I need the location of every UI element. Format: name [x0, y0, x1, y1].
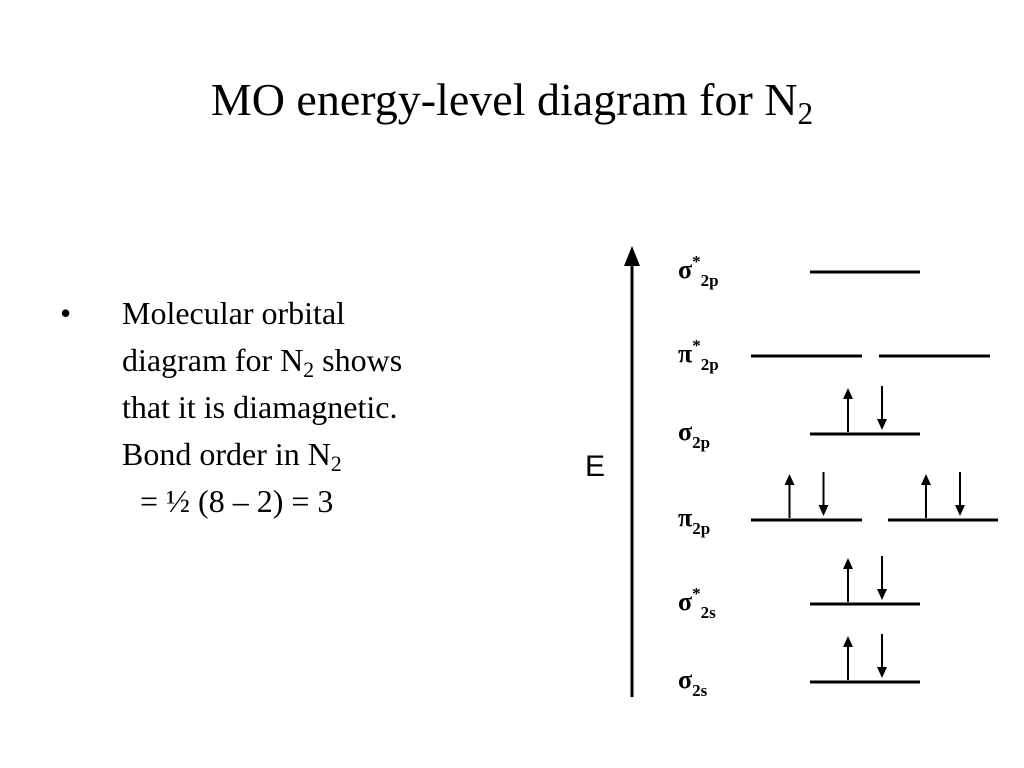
orbital-star: * — [692, 252, 701, 271]
title-text: MO energy-level diagram for N — [210, 74, 798, 125]
bullet-mark: • — [60, 295, 72, 331]
bond-order-label-sub: 2 — [330, 452, 342, 477]
spin-down-arrow — [877, 386, 887, 430]
spin-down-arrow — [818, 472, 829, 516]
bullet-line-1: Molecular orbital — [122, 295, 346, 331]
orbital-symbol: σ — [678, 587, 692, 616]
spin-up-arrow — [843, 558, 853, 602]
spin-up-arrow — [843, 636, 853, 680]
bond-order-equation: = ½ (8 – 2) = 3 — [140, 483, 334, 519]
orbital-subscript: 2p — [692, 433, 710, 452]
orbital-subscript: 2s — [701, 603, 717, 622]
orbital-label-sigma-star-2s: σ*2s — [678, 584, 716, 622]
energy-axis-label: E — [585, 450, 605, 483]
orbital-label-sigma-2s: σ2s — [678, 665, 708, 700]
title-subscript: 2 — [797, 95, 814, 131]
orbital-label-sigma-star-2p: σ*2p — [678, 252, 719, 290]
bullet-line-2: diagram for N2 shows — [122, 337, 482, 384]
bond-order-label: Bond order in N2 — [60, 431, 540, 478]
spin-down-arrow — [877, 634, 887, 678]
orbital-star: * — [692, 336, 701, 355]
page-title: MO energy-level diagram for N2 — [0, 70, 1024, 130]
spin-up-arrow — [784, 474, 795, 518]
orbital-subscript: 2p — [701, 355, 719, 374]
bullet-text: Molecular orbital diagram for N2 shows t… — [122, 290, 482, 431]
orbital-symbol: σ — [678, 665, 692, 694]
spin-up-arrow — [843, 388, 853, 432]
orbital-symbol: π — [678, 339, 692, 368]
orbital-label-pi-star-2p: π*2p — [678, 336, 719, 374]
bullet-list: • Molecular orbital diagram for N2 shows… — [60, 290, 540, 525]
bullet-line-2-post: shows — [314, 342, 403, 378]
orbital-label-sigma-2p: σ2p — [678, 417, 710, 452]
orbital-subscript: 2s — [692, 681, 708, 700]
energy-axis-arrowhead — [624, 246, 640, 266]
bullet-line-2-pre: diagram for N — [122, 342, 304, 378]
spin-down-arrow — [955, 472, 965, 516]
spin-up-arrow — [921, 474, 931, 518]
orbital-star: * — [692, 584, 701, 603]
bullet-item: • Molecular orbital diagram for N2 shows… — [60, 290, 540, 431]
orbital-subscript: 2p — [701, 271, 719, 290]
orbital-symbol: σ — [678, 417, 692, 446]
orbital-subscript: 2p — [692, 519, 710, 538]
bond-order-label-text: Bond order in N — [122, 436, 331, 472]
spin-down-arrow — [877, 556, 887, 600]
orbital-symbol: π — [678, 503, 692, 532]
orbital-label-pi-2p: π2p — [678, 503, 710, 538]
bullet-line-3: that it is diamagnetic. — [122, 389, 398, 425]
orbital-symbol: σ — [678, 255, 692, 284]
bullet-line-2-sub: 2 — [303, 358, 315, 383]
